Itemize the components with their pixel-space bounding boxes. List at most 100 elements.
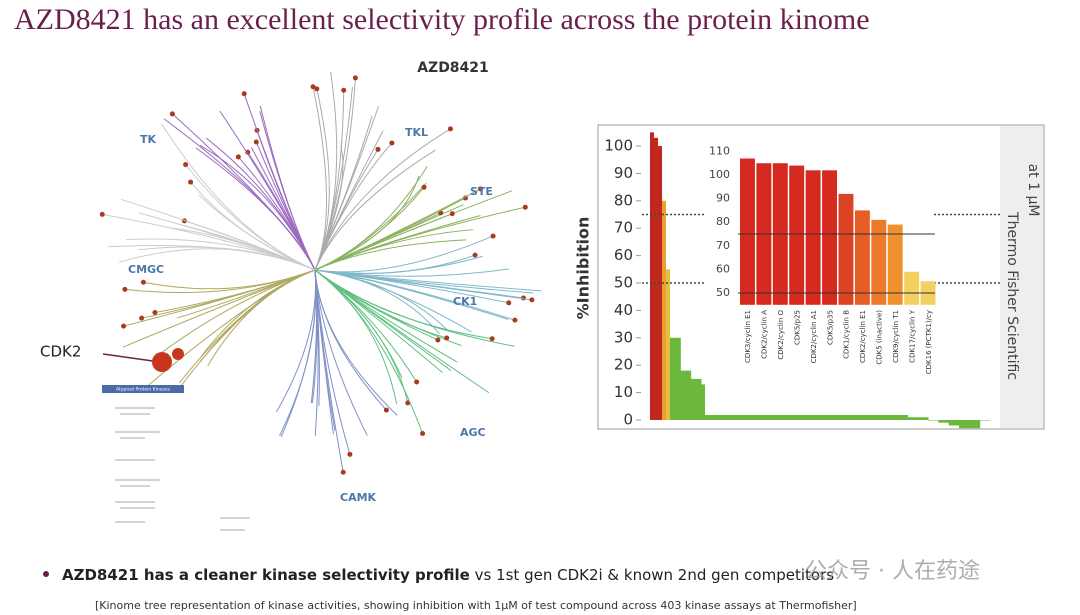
bar bbox=[979, 419, 991, 421]
bar bbox=[654, 137, 658, 420]
inset-bar bbox=[854, 210, 870, 305]
tree-branch bbox=[195, 147, 316, 271]
tree-node bbox=[188, 179, 194, 185]
tree-branch bbox=[314, 71, 338, 271]
tree-branch bbox=[206, 137, 316, 271]
tree-branch bbox=[314, 269, 515, 347]
tree-node bbox=[183, 162, 189, 168]
tree-branch bbox=[314, 269, 387, 411]
inset-bar bbox=[805, 170, 821, 305]
bar bbox=[969, 419, 981, 429]
tree-branch bbox=[161, 123, 316, 271]
y-axis-label: %Inhibition bbox=[574, 217, 593, 320]
inset-bar bbox=[904, 271, 920, 305]
inset-tick-label: 70 bbox=[716, 239, 730, 252]
y-tick-label: 40 bbox=[614, 301, 633, 319]
inset-category: CDK5/p25 bbox=[793, 310, 801, 345]
tree-node bbox=[99, 211, 105, 217]
tree-node bbox=[478, 186, 484, 192]
tree-branch bbox=[243, 93, 316, 271]
inset-bar bbox=[789, 165, 805, 305]
chart-sideband bbox=[1000, 126, 1043, 428]
inset-category: CDK5/p35 bbox=[826, 310, 834, 345]
tree-node bbox=[405, 400, 411, 406]
bullet-dot bbox=[43, 571, 49, 577]
tree-node bbox=[421, 184, 427, 190]
tree-node bbox=[235, 154, 241, 160]
group-label: AGC bbox=[460, 426, 486, 439]
tree-branch bbox=[141, 269, 316, 319]
tree-branch bbox=[123, 269, 316, 327]
inset-bar bbox=[740, 158, 755, 305]
bullet-bold: AZD8421 has a cleaner kinase selectivity… bbox=[62, 566, 470, 584]
tree-node bbox=[389, 140, 395, 146]
atypical-header bbox=[102, 385, 184, 393]
caption: [Kinome tree representation of kinase ac… bbox=[95, 599, 857, 612]
tree-node bbox=[529, 297, 535, 303]
tree-node bbox=[414, 379, 420, 385]
inset-tick-label: 50 bbox=[716, 286, 730, 299]
tree-node bbox=[352, 75, 358, 81]
inset-category: CDK2/cyclin A1 bbox=[810, 310, 818, 363]
tree-branch bbox=[314, 269, 398, 405]
bar bbox=[650, 132, 654, 420]
y-tick-label: 0 bbox=[623, 410, 633, 428]
side-label: at 1 µM bbox=[1025, 164, 1041, 217]
group-label: CAMK bbox=[340, 491, 377, 504]
tree-node bbox=[490, 233, 496, 239]
atypical-tree bbox=[115, 407, 250, 531]
inset-bar bbox=[822, 170, 837, 305]
group-label: TK bbox=[140, 133, 157, 146]
tree-branch bbox=[119, 248, 316, 271]
slide-title: AZD8421 has an excellent selectivity pro… bbox=[14, 3, 870, 36]
inset-category: CDK16 (PCTK1)/cy bbox=[925, 310, 933, 374]
inset-category: CDK5 (inactive) bbox=[876, 310, 884, 365]
bar bbox=[948, 419, 960, 426]
tree-branch bbox=[312, 86, 327, 271]
bar bbox=[662, 200, 666, 420]
kinome-tree bbox=[99, 71, 542, 475]
bar bbox=[670, 337, 681, 420]
bar bbox=[897, 414, 908, 420]
side-label: Thermo Fisher Scientific bbox=[1004, 211, 1020, 380]
inset-bar bbox=[838, 193, 854, 305]
inset-category: CDK1/cyclin B bbox=[843, 310, 851, 359]
tree-node bbox=[314, 86, 320, 92]
bullet-rest: vs 1st gen CDK2i & known 2nd gen competi… bbox=[470, 566, 834, 584]
tree-branch bbox=[314, 142, 393, 271]
tree-node bbox=[152, 310, 158, 316]
tree-node bbox=[140, 279, 146, 285]
tree-branch bbox=[280, 269, 317, 438]
tree-branch bbox=[314, 86, 353, 271]
tree-node bbox=[444, 335, 450, 341]
y-tick-label: 10 bbox=[614, 383, 633, 401]
tree-branch bbox=[314, 269, 448, 330]
tree-node bbox=[420, 430, 426, 436]
tree-node bbox=[435, 337, 441, 343]
tree-branch bbox=[314, 235, 494, 273]
group-label: CMGC bbox=[128, 263, 164, 276]
tree-branch bbox=[314, 269, 344, 473]
inset-tick-label: 80 bbox=[716, 215, 730, 228]
inset-category: CDK17/cyclin Y bbox=[908, 309, 916, 363]
tree-node bbox=[341, 87, 347, 93]
inset-bar bbox=[871, 219, 887, 305]
tree-branch bbox=[200, 269, 316, 357]
cdk2-dot bbox=[152, 352, 172, 372]
tree-node bbox=[347, 451, 353, 457]
atypical-title: Atypical Protein Kinases bbox=[116, 387, 171, 393]
tree-node bbox=[489, 336, 495, 342]
tree-branch bbox=[314, 206, 526, 271]
inset-tick-label: 90 bbox=[716, 192, 730, 205]
bar bbox=[959, 419, 970, 429]
tree-branch bbox=[256, 130, 316, 271]
tree-node bbox=[253, 139, 259, 145]
tree-node bbox=[383, 407, 389, 413]
bar bbox=[886, 414, 898, 420]
bar bbox=[928, 419, 939, 421]
inset-category: CDK3/cyclin E1 bbox=[744, 310, 752, 363]
tree-branch bbox=[276, 269, 317, 413]
bar bbox=[680, 370, 692, 420]
tree-node bbox=[447, 126, 453, 132]
